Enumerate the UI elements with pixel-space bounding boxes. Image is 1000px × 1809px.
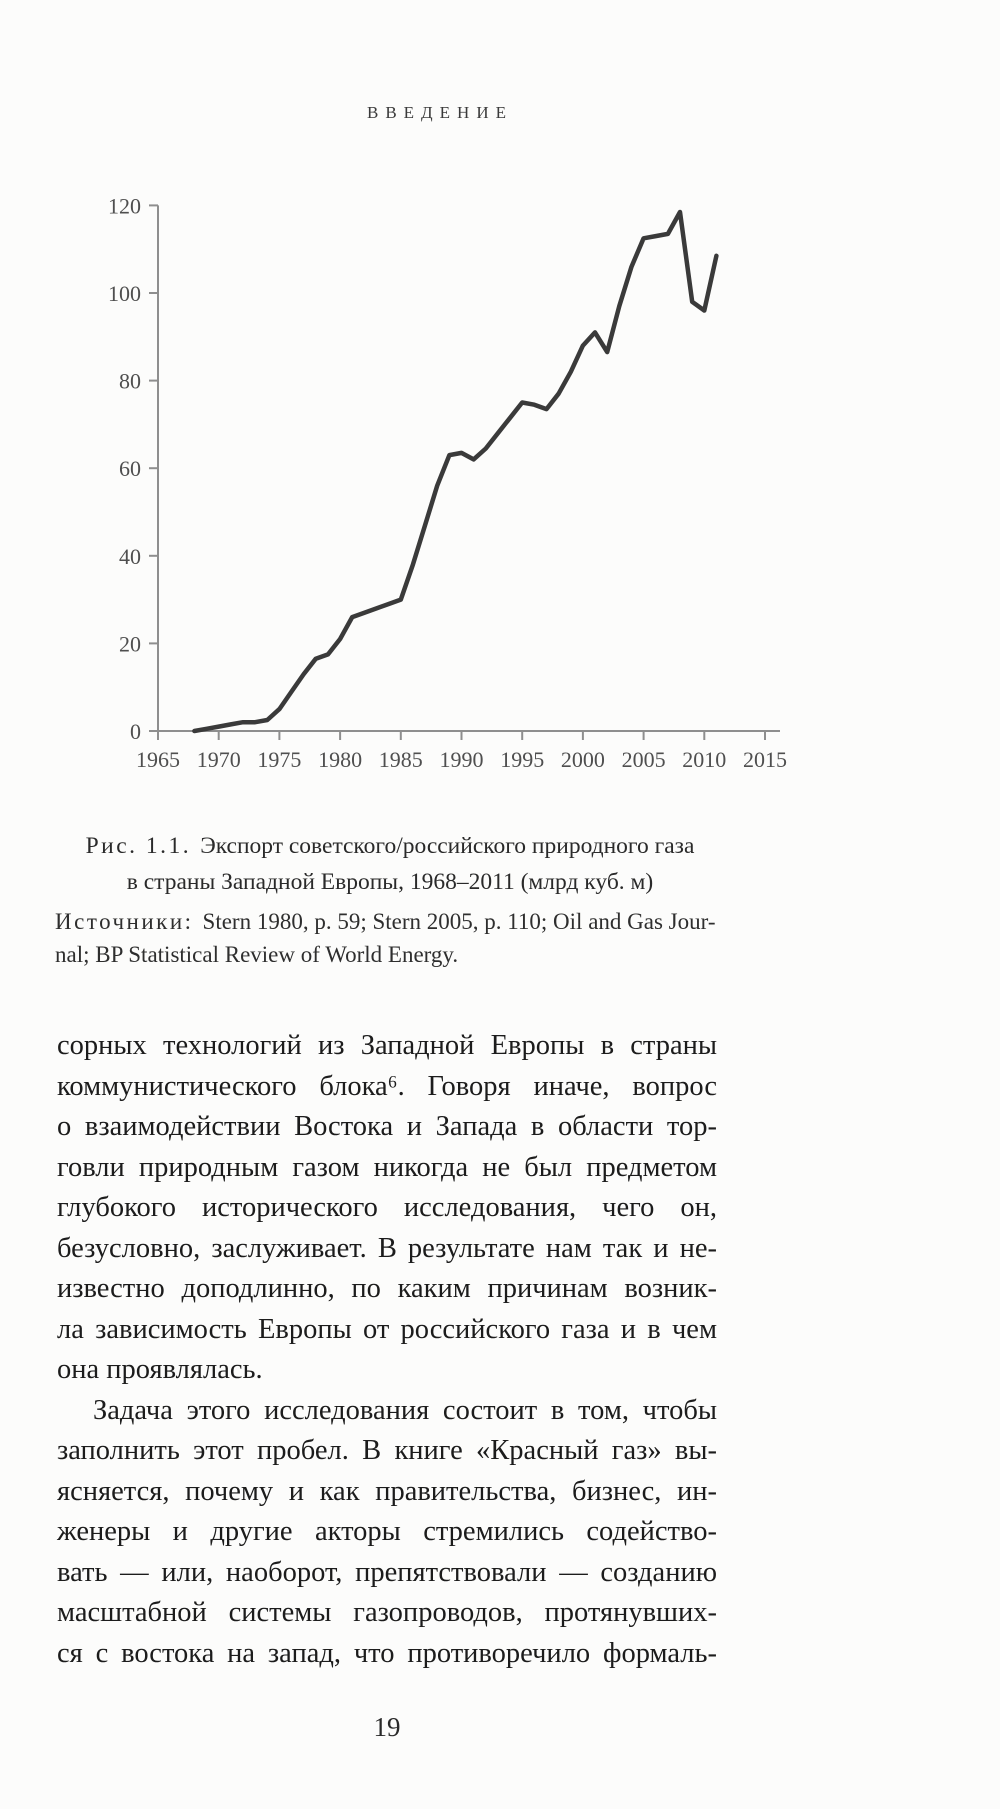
x-axis-tick-label: 1985 (379, 747, 423, 772)
figure-caption: Рис. 1.1. Экспорт советского/российского … (60, 828, 720, 900)
figure-sources-line2: nal; BP Statistical Review of World Ener… (55, 942, 459, 967)
page-number: 19 (373, 1712, 401, 1742)
body-line: сорных технологий из Западной Европы в с… (57, 1030, 717, 1061)
figure-1-1: 0 20 40 60 80 100 120 1965 1970 1975 1980 1985 1990 1… (88, 158, 788, 798)
figure-label: Рис. 1.1. (85, 833, 192, 859)
sources-label: Источники: (55, 909, 194, 934)
x-axis-tick-label: 1965 (136, 747, 180, 772)
figure-sources: Источники: Stern 1980, p. 59; Stern 2005,… (55, 905, 745, 971)
y-axis-tick-label: 20 (119, 631, 141, 656)
y-axis-tick-label: 80 (119, 369, 141, 394)
body-line: известно доподлинно, по каким причинам в… (57, 1273, 717, 1304)
x-axis-tick-label: 2000 (561, 747, 605, 772)
body-line: о взаимодействии Востока и Запада в обла… (57, 1111, 717, 1142)
body-line: безусловно, заслуживает. В результате на… (57, 1232, 717, 1264)
gas-exports-line-chart: 0 20 40 60 80 100 120 1965 1970 1975 1980 1985 1990 1… (108, 193, 787, 772)
body-line: ла зависимость Европы от российского газ… (57, 1313, 717, 1345)
body-line: ясняется, почему и как правительства, би… (57, 1475, 717, 1507)
x-axis-tick-label: 1970 (197, 747, 241, 772)
body-line: Задача этого исследования состоит в том,… (93, 1394, 717, 1426)
body-line: вать — или, наоборот, препятствовали — с… (57, 1556, 717, 1588)
body-text: сорных технологий из Западной Европы в с… (57, 1026, 717, 1674)
x-axis-tick-label: 2010 (682, 747, 726, 772)
figure-sources-line1: Источники: Stern 1980, p. 59; Stern 2005,… (55, 905, 745, 938)
body-line: заполнить этот пробел. В книге «Красный … (57, 1435, 717, 1466)
body-line: она проявлялась. (57, 1354, 263, 1385)
body-line: говли природным газом никогда не был пре… (57, 1151, 717, 1183)
chart-axes (157, 205, 780, 732)
y-axis-tick-label: 0 (130, 719, 141, 744)
x-axis-tick-label: 1980 (318, 747, 362, 772)
body-line: ся с востока на запад, что противоречило… (57, 1637, 717, 1669)
figure-caption-line1: Рис. 1.1. Экспорт советского/российского … (60, 828, 720, 864)
x-axis-tick-label: 1975 (257, 747, 301, 772)
body-line: женеры и другие акторы стремились содейс… (57, 1516, 717, 1547)
body-line: масштабной системы газопроводов, протяну… (57, 1597, 717, 1628)
y-axis-tick-label: 60 (119, 456, 141, 481)
x-axis-tick-label: 1995 (500, 747, 544, 772)
y-axis-tick-label: 40 (119, 544, 141, 569)
figure-sources-text1: Stern 1980, p. 59; Stern 2005, p. 110; O… (202, 909, 716, 934)
x-axis-tick-label: 1990 (440, 747, 484, 772)
body-line: коммунистического блока⁶. Говоря иначе, … (57, 1070, 717, 1102)
chart-line-series (192, 209, 719, 734)
body-line: глубокого исторического исследования, че… (57, 1192, 717, 1223)
x-axis-tick-label: 2015 (743, 747, 787, 772)
y-axis-tick-label: 120 (108, 193, 141, 218)
x-axis-tick-label: 2005 (622, 747, 666, 772)
figure-caption-text1: Экспорт советского/российского природног… (200, 833, 695, 859)
y-axis-tick-label: 100 (108, 281, 141, 306)
figure-caption-line2: в страны Западной Европы, 1968–2011 (млр… (126, 869, 654, 895)
running-head: ВВЕДЕНИЕ (367, 103, 513, 122)
